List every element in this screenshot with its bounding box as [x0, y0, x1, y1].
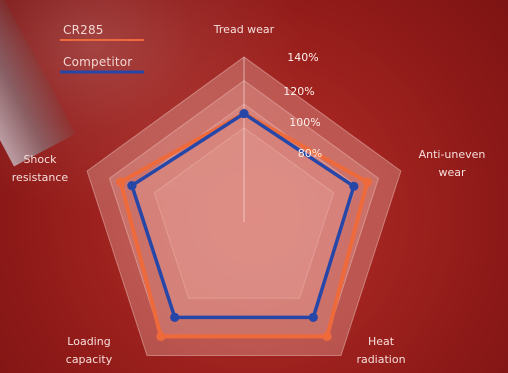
axis-label-3: Loading capacity	[66, 335, 113, 366]
axis-label-1: Anti-uneven wear	[419, 148, 486, 179]
axis-labels: Tread wear Anti-uneven wear Heat radiation Lo…	[12, 23, 486, 366]
legend-item-cr285: CR285	[63, 23, 104, 37]
radar-series	[116, 108, 372, 342]
axis-label-4: Shock resistance	[12, 153, 69, 184]
tick-label-80: 80%	[298, 147, 322, 160]
series-line	[118, 111, 370, 339]
axis-label-2: Heat radiation	[356, 335, 405, 366]
series-line	[130, 111, 356, 320]
tick-label-120: 120%	[283, 85, 314, 98]
data-point	[322, 331, 332, 342]
data-point	[308, 312, 318, 322]
legend: CR285 Competitor	[60, 23, 144, 74]
series-competitor	[127, 108, 359, 322]
tick-labels: 80% 100% 120% 140%	[283, 51, 322, 160]
radar-grid	[86, 56, 402, 356]
data-point	[362, 177, 372, 187]
data-point	[239, 108, 249, 119]
data-point	[156, 331, 166, 342]
data-point	[170, 312, 180, 322]
data-point	[116, 177, 126, 187]
legend-item-competitor: Competitor	[63, 55, 132, 69]
data-point	[349, 181, 359, 191]
data-point	[127, 180, 137, 191]
tick-label-100: 100%	[289, 116, 320, 129]
tick-label-140: 140%	[287, 51, 318, 64]
axis-label-0: Tread wear	[213, 23, 275, 36]
